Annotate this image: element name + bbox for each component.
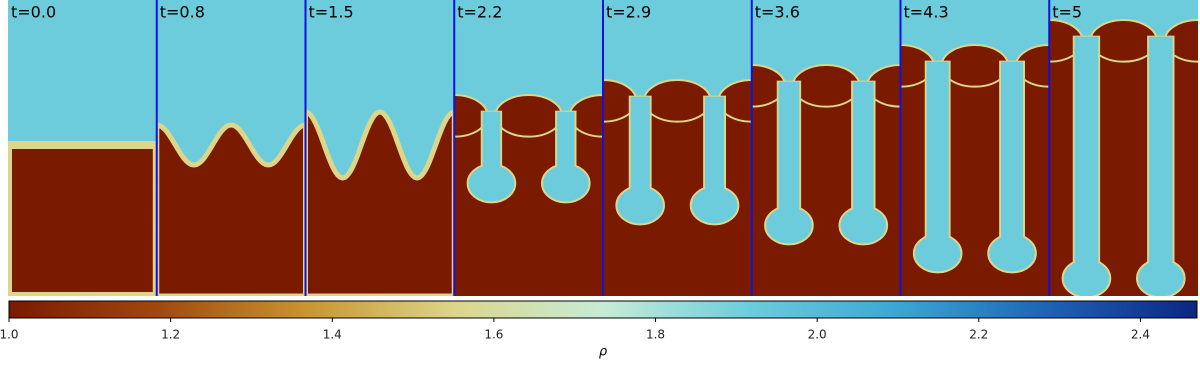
tick-label: 2.2 (969, 328, 988, 342)
spike-stem-core (630, 96, 650, 215)
panel (603, 0, 752, 296)
tick-label: 1.4 (323, 328, 342, 342)
tick-label: 1.6 (484, 328, 503, 342)
panel-label: t=5 (1052, 3, 1082, 22)
bubble (1089, 19, 1158, 63)
heavy-light-interface (305, 109, 455, 296)
panel-label: t=0.0 (11, 3, 56, 22)
spike-stem-core (705, 96, 724, 215)
colorbar (8, 300, 1198, 319)
spike-stem-core (778, 81, 800, 235)
colorbar-label: ρ (599, 345, 608, 360)
panel (454, 0, 603, 296)
panel (1049, 0, 1198, 296)
heavy-light-interface (156, 122, 306, 296)
bubble (791, 64, 861, 108)
panel (8, 0, 157, 296)
bubble (643, 79, 712, 123)
spike-stem-core (926, 61, 949, 263)
tick-label: 2.4 (1131, 328, 1150, 342)
tick-label: 2.0 (808, 328, 827, 342)
light-fluid (751, 85, 901, 296)
panel-label: t=2.9 (606, 3, 651, 22)
spike-stem-core (853, 81, 874, 235)
spike-stem-core (557, 111, 575, 193)
panel-label: t=0.8 (160, 3, 205, 22)
tick-label: 1.2 (161, 328, 180, 342)
spike-stem-core (1149, 36, 1173, 288)
panel (156, 0, 306, 296)
panel-label: t=2.2 (457, 3, 502, 22)
bubble (494, 94, 563, 138)
panel-label: t=4.3 (904, 3, 949, 22)
spike-stem-core (482, 111, 501, 193)
light-fluid (454, 115, 603, 296)
bubble (940, 43, 1010, 88)
spike-stem-core (1074, 36, 1099, 288)
panel (900, 0, 1050, 296)
panel-label: t=3.6 (755, 3, 800, 22)
heavy-light-interface (8, 141, 157, 296)
light-fluid (1049, 40, 1198, 296)
tick-label: 1.8 (646, 328, 665, 342)
panel (751, 0, 901, 296)
panel (305, 0, 455, 296)
tick-label: 1.0 (0, 328, 19, 342)
spike-stem-core (1001, 61, 1023, 263)
panel-label: t=1.5 (309, 3, 354, 22)
